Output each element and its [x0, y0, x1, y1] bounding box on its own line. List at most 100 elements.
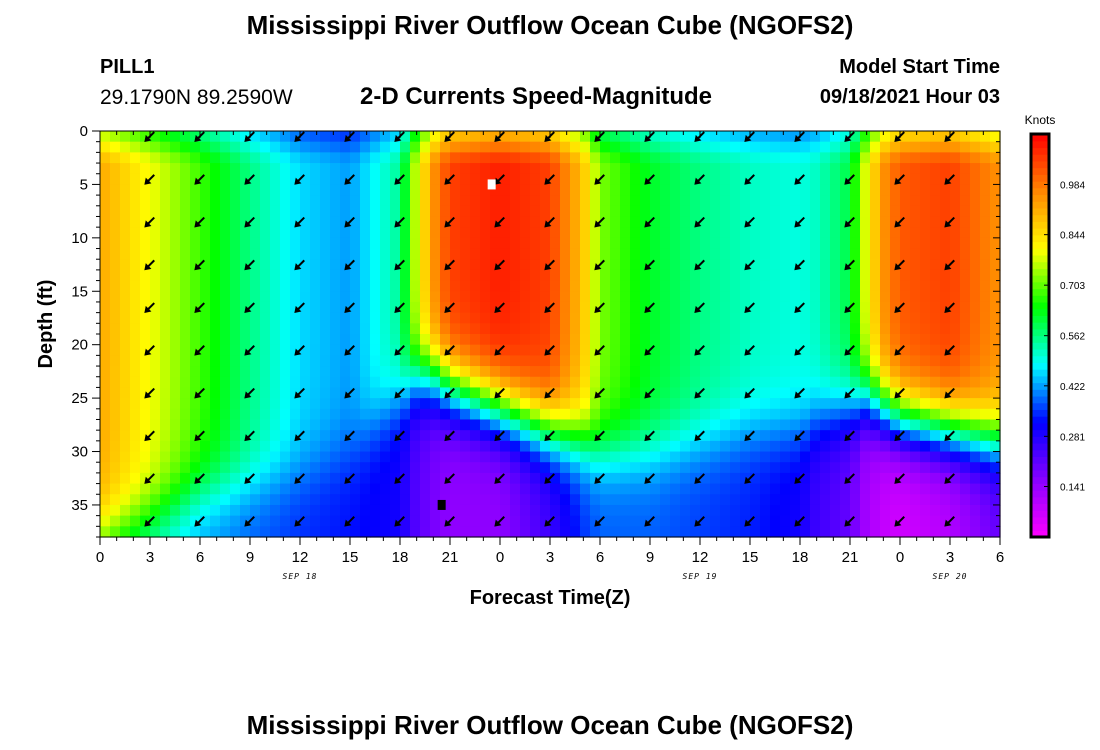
heatmap-cell — [810, 398, 821, 410]
heatmap-cell — [140, 334, 151, 346]
heatmap-cell — [830, 387, 841, 399]
heatmap-cell — [820, 312, 831, 324]
heatmap-cell — [820, 323, 831, 335]
heatmap-cell — [360, 312, 371, 324]
heatmap-cell — [300, 398, 311, 410]
heatmap-cell — [700, 259, 711, 271]
heatmap-cell — [360, 227, 371, 239]
heatmap-cell — [880, 419, 891, 431]
heatmap-cell — [750, 227, 761, 239]
heatmap-cell — [610, 462, 621, 474]
heatmap-cell — [630, 259, 641, 271]
heatmap-cell — [840, 163, 851, 175]
heatmap-cell — [930, 195, 941, 207]
heatmap-cell — [860, 430, 871, 442]
heatmap-cell — [480, 504, 491, 517]
heatmap-cell — [960, 494, 971, 506]
heatmap-cell — [980, 419, 991, 431]
heatmap-cell — [770, 366, 781, 378]
heatmap-cell — [330, 387, 341, 399]
heatmap-cell — [400, 515, 411, 527]
heatmap-cell — [460, 173, 471, 186]
heatmap-cell — [150, 366, 161, 378]
heatmap-cell — [660, 141, 671, 153]
heatmap-cell — [800, 483, 811, 495]
heatmap-cell — [420, 472, 431, 485]
heatmap-cell — [510, 259, 521, 271]
current-arrow — [394, 387, 405, 399]
heatmap-cell — [650, 323, 661, 335]
heatmap-cell — [240, 462, 251, 474]
current-arrow — [344, 302, 355, 313]
heatmap-cell — [530, 291, 541, 303]
heatmap-cell — [210, 323, 221, 335]
current-arrow — [444, 131, 455, 142]
heatmap-cell — [690, 205, 701, 218]
heatmap-cell — [550, 344, 561, 356]
heatmap-cell — [630, 248, 641, 260]
heatmap-cell — [410, 269, 421, 282]
heatmap-cell — [400, 430, 411, 442]
heatmap-cell — [710, 173, 721, 186]
heatmap-cell — [560, 483, 571, 495]
heatmap-cell — [440, 472, 451, 485]
heatmap-cell — [140, 419, 151, 431]
heatmap-cell — [120, 259, 131, 271]
heatmap-cell — [240, 334, 251, 346]
heatmap-cell — [330, 173, 341, 186]
heatmap-cell — [920, 366, 931, 378]
heatmap-cell — [440, 526, 451, 538]
current-arrow — [394, 345, 405, 356]
heatmap-cell — [310, 227, 321, 239]
heatmap-cell — [780, 451, 791, 463]
heatmap-cell — [250, 462, 261, 474]
heatmap-cell — [470, 355, 481, 367]
heatmap-cell — [610, 205, 621, 218]
heatmap-cell — [560, 152, 571, 164]
current-arrow — [844, 302, 855, 313]
heatmap-cell — [830, 408, 841, 421]
heatmap-cell — [550, 387, 561, 399]
heatmap-cell — [750, 205, 761, 218]
heatmap-cell — [730, 173, 741, 186]
heatmap-cell — [350, 216, 361, 228]
heatmap-cell — [170, 323, 181, 335]
heatmap-cell — [900, 216, 911, 228]
heatmap-cell — [350, 184, 361, 196]
heatmap-cell — [660, 504, 671, 517]
heatmap-cell — [480, 483, 491, 495]
heatmap-cell — [130, 398, 141, 410]
heatmap-cell — [390, 280, 401, 292]
heatmap-cell — [950, 430, 961, 442]
colorbar-cell — [1031, 288, 1049, 296]
heatmap-cell — [540, 430, 551, 442]
heatmap-cell — [460, 408, 471, 421]
heatmap-cell — [870, 504, 881, 517]
current-arrow — [894, 473, 905, 484]
heatmap-cell — [270, 440, 281, 453]
current-arrow — [894, 387, 905, 399]
heatmap-cell — [630, 462, 641, 474]
heatmap-cell — [520, 334, 531, 346]
heatmap-cell — [430, 408, 441, 421]
heatmap-cell — [320, 301, 331, 314]
heatmap-cell — [400, 398, 411, 410]
heatmap-cell — [730, 462, 741, 474]
heatmap-cell — [620, 280, 631, 292]
heatmap-cell — [940, 301, 951, 314]
heatmap-cell — [730, 440, 741, 453]
heatmap-cell — [830, 483, 841, 495]
heatmap-cell — [390, 430, 401, 442]
heatmap-cell — [670, 227, 681, 239]
heatmap-cell — [740, 504, 751, 517]
current-arrow — [844, 430, 855, 442]
colorbar-cell — [1031, 254, 1049, 263]
current-arrow — [944, 259, 955, 271]
heatmap-cell — [840, 408, 851, 421]
heatmap-cell — [820, 376, 831, 389]
heatmap-cell — [750, 301, 761, 314]
heatmap-cell — [590, 419, 601, 431]
current-arrow — [544, 345, 555, 356]
heatmap-cell — [970, 334, 981, 346]
heatmap-cell — [310, 334, 321, 346]
